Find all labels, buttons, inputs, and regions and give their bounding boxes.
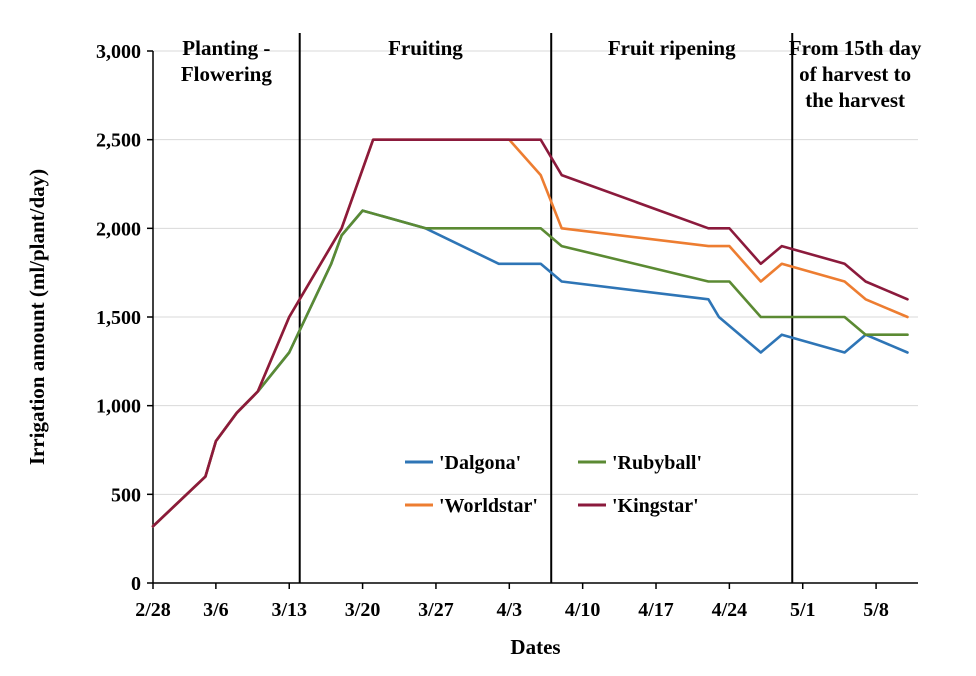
y-tick-label: 2,500 [96,130,141,152]
legend-label: 'Dalgona' [439,452,521,474]
legend-item: 'Worldstar' [405,495,538,517]
phase-label-line: From 15th day [789,36,922,60]
y-axis-title: Irrigation amount (ml/plant/day) [25,169,49,465]
phase-label-line: Planting - [182,36,270,60]
x-tick-label: 4/24 [712,599,748,621]
series-line-kingstar [151,138,909,528]
phase-label-line: Flowering [181,62,272,86]
x-tick-label: 3/13 [271,599,307,621]
phase-label-line: of harvest to [799,62,911,86]
y-tick-label: 1,500 [96,307,141,329]
phase-label-line: Fruit ripening [608,36,736,60]
phase-label-line: the harvest [805,88,905,112]
y-tick-label: 500 [111,484,141,506]
y-tick-label: 0 [131,573,141,595]
x-tick-label: 4/10 [565,599,601,621]
x-tick-label: 2/28 [135,599,171,621]
y-tick-label: 2,000 [96,218,141,240]
phase-dividers [298,33,794,583]
legend-label: 'Rubyball' [612,452,702,474]
series-line-worldstar [151,138,909,528]
x-tick-label: 5/1 [790,599,816,621]
series-lines [151,138,909,528]
phase-label-4: From 15th day of harvest to the harvest [789,36,922,112]
phase-label-3: Fruit ripening [608,36,736,60]
legend-item: 'Rubyball' [578,452,702,474]
x-tick-label: 5/8 [863,599,889,621]
legend-item: 'Kingstar' [578,495,699,517]
phase-label-line: Fruiting [388,36,463,60]
phase-label-1: Planting -Flowering [181,36,272,86]
legend-label: 'Worldstar' [439,495,538,517]
x-axis-title: Dates [510,635,560,659]
legend: 'Dalgona' 'Rubyball' 'Worldstar' 'Kingstar' [405,452,702,517]
x-tick-label: 3/6 [203,599,229,621]
phase-labels: Planting -Flowering Fruiting Fruit ripenin… [181,36,922,112]
legend-label: 'Kingstar' [612,495,699,517]
y-gridlines [153,50,918,495]
x-tick-label: 4/3 [497,599,523,621]
y-tick-label: 3,000 [96,41,141,63]
y-tick-label: 1,000 [96,396,141,418]
legend-item: 'Dalgona' [405,452,521,474]
x-tick-label: 3/20 [345,599,381,621]
x-tick-label: 4/17 [638,599,674,621]
phase-label-2: Fruiting [388,36,463,60]
x-tick-label: 3/27 [418,599,454,621]
axes: 0 500 1,000 1,500 2,000 2,500 3,000 2/28 3/6 3/13… [96,41,918,621]
